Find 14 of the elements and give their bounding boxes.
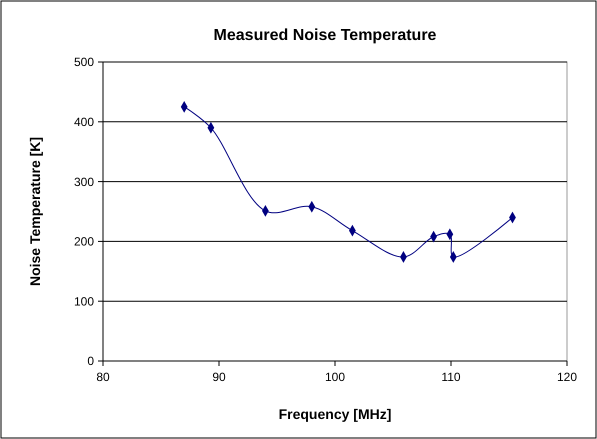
y-tick-label: 100 <box>74 294 94 308</box>
y-tick-label: 400 <box>74 115 94 129</box>
y-tick-label: 200 <box>74 234 94 249</box>
x-tick-label: 80 <box>96 370 110 384</box>
chart-title: Measured Noise Temperature <box>214 27 437 44</box>
y-tick-label: 500 <box>74 55 94 70</box>
x-tick-label: 100 <box>324 370 346 384</box>
x-tick-label: 120 <box>556 370 578 384</box>
x-tick-label: 90 <box>212 370 226 384</box>
y-axis-title: Noise Temperature [K] <box>27 136 43 286</box>
y-tick-label: 300 <box>74 174 94 189</box>
x-tick-label: 110 <box>441 370 461 384</box>
y-tick-label: 0 <box>87 354 94 368</box>
x-axis-title: Frequency [MHz] <box>278 406 392 422</box>
